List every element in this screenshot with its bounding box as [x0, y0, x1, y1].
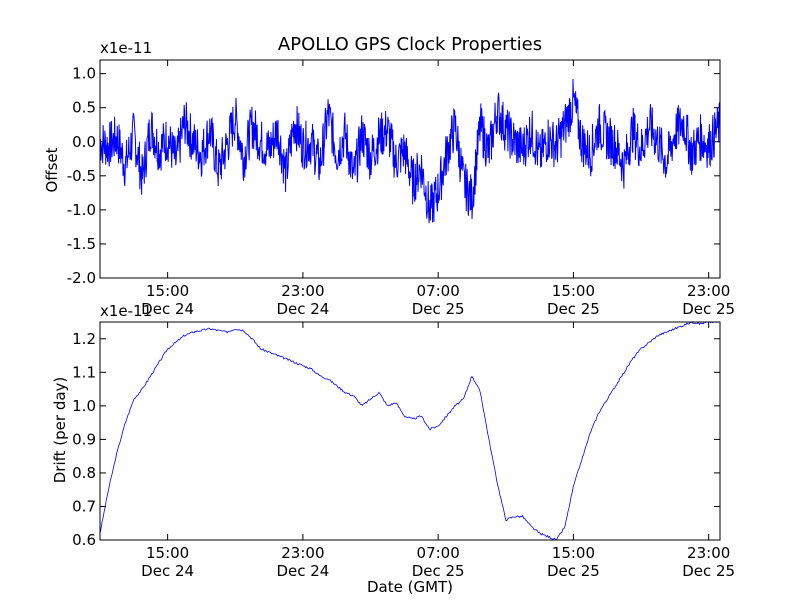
- offset-series-line: [99, 78, 721, 224]
- x-tick-label-date: Dec 25: [412, 300, 465, 318]
- x-tick-label-time: 23:00: [687, 282, 730, 300]
- y-tick-label: -2.0: [67, 269, 96, 287]
- x-tick-label-date: Dec 25: [682, 300, 735, 318]
- offset-y-axis-label: Offset: [43, 147, 61, 192]
- x-tick-label-date: Dec 24: [276, 300, 329, 318]
- drift-y-axis-label: Drift (per day): [51, 377, 69, 484]
- x-tick-label-time: 23:00: [281, 544, 324, 562]
- x-tick-label-time: 07:00: [417, 282, 460, 300]
- y-tick-label: 1.2: [72, 330, 96, 348]
- drift-panel: x1e-11 Drift (per day) 0.6 0.7 0.8 0.9 1.0 1.…: [51, 302, 735, 596]
- y-tick-label: 0.5: [72, 99, 96, 117]
- y-tick-label: 1.0: [72, 397, 96, 415]
- x-tick-label-time: 15:00: [552, 544, 595, 562]
- offset-y-multiplier: x1e-11: [100, 39, 152, 57]
- y-tick-label: 0.7: [72, 497, 96, 515]
- drift-series-line: [99, 321, 721, 541]
- offset-plot-frame: [99, 59, 721, 279]
- x-tick-label-date: Dec 25: [682, 562, 735, 580]
- chart-title: APOLLO GPS Clock Properties: [278, 34, 542, 55]
- x-tick-label-time: 23:00: [687, 544, 730, 562]
- x-tick-label-date: Dec 25: [412, 562, 465, 580]
- offset-panel: x1e-11 Offset -2.0-1.5-1.0-0.50.00.51.0 …: [43, 39, 735, 318]
- drift-y-multiplier: x1e-11: [100, 302, 152, 320]
- y-tick-label: 0.9: [72, 430, 96, 448]
- x-tick-label-date: Dec 24: [276, 562, 329, 580]
- y-tick-label: 0.0: [72, 133, 96, 151]
- offset-y-ticks: -2.0 -1.5 -1.0 -0.5 0.0 0.5 1.0: [67, 65, 720, 287]
- y-tick-label: 0.6: [72, 531, 96, 549]
- drift-y-ticks: 0.6 0.7 0.8 0.9 1.0 1.1 1.2: [72, 330, 720, 549]
- x-tick-label-time: 15:00: [146, 544, 189, 562]
- x-tick-label-date: Dec 25: [547, 300, 600, 318]
- x-tick-label-date: Dec 25: [547, 562, 600, 580]
- x-tick-label-time: 07:00: [417, 544, 460, 562]
- y-tick-label: 1.1: [72, 363, 96, 381]
- y-tick-label: 1.0: [72, 65, 96, 83]
- x-tick-label-time: 15:00: [146, 282, 189, 300]
- drift-plot-frame: [99, 321, 721, 541]
- y-tick-label: -0.5: [67, 167, 96, 185]
- x-tick-label-date: Dec 24: [141, 562, 194, 580]
- x-axis-label: Date (GMT): [367, 578, 453, 596]
- x-tick-label-date: Dec 24: [141, 300, 194, 318]
- y-tick-label: -1.0: [67, 201, 96, 219]
- x-tick-label-time: 23:00: [281, 282, 324, 300]
- y-tick-label: -1.5: [67, 235, 96, 253]
- y-tick-label: 0.8: [72, 464, 96, 482]
- x-tick-label-time: 15:00: [552, 282, 595, 300]
